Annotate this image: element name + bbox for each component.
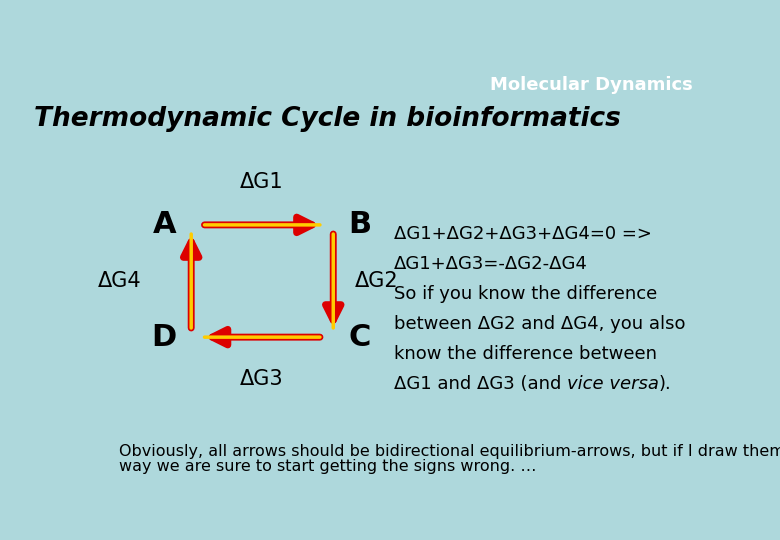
Text: ).: ).	[658, 375, 672, 393]
Text: ΔG1+ΔG2+ΔG3+ΔG4=0 =>: ΔG1+ΔG2+ΔG3+ΔG4=0 =>	[394, 225, 651, 243]
Text: D: D	[151, 322, 176, 352]
Text: Obviously, all arrows should be bidirectional equilibrium-arrows, but if I draw : Obviously, all arrows should be bidirect…	[119, 444, 780, 459]
Text: Thermodynamic Cycle in bioinformatics: Thermodynamic Cycle in bioinformatics	[34, 106, 621, 132]
Text: A: A	[152, 211, 176, 239]
Text: ΔG1: ΔG1	[240, 172, 284, 192]
Text: ΔG1+ΔG3=-ΔG2-ΔG4: ΔG1+ΔG3=-ΔG2-ΔG4	[394, 255, 587, 273]
Text: know the difference between: know the difference between	[394, 345, 657, 363]
Text: ΔG3: ΔG3	[240, 369, 284, 389]
Text: vice versa: vice versa	[567, 375, 658, 393]
Text: ΔG2: ΔG2	[354, 271, 398, 291]
Text: between ΔG2 and ΔG4, you also: between ΔG2 and ΔG4, you also	[394, 315, 685, 333]
Text: So if you know the difference: So if you know the difference	[394, 285, 657, 303]
Text: way we are sure to start getting the signs wrong. …: way we are sure to start getting the sig…	[119, 459, 536, 474]
Text: ΔG1 and ΔG3 (and: ΔG1 and ΔG3 (and	[394, 375, 567, 393]
Text: C: C	[349, 322, 370, 352]
Text: Molecular Dynamics: Molecular Dynamics	[490, 77, 693, 94]
Text: ΔG4: ΔG4	[98, 271, 141, 291]
Text: B: B	[349, 211, 371, 239]
